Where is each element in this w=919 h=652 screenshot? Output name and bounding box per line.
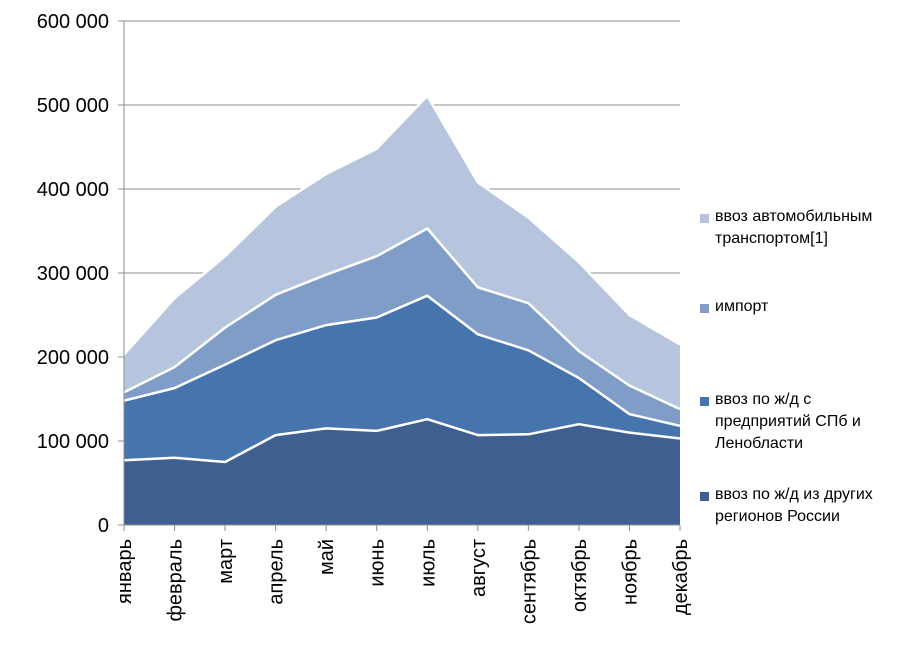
x-tick-label-7: август (468, 539, 490, 597)
legend-swatch-auto (700, 214, 709, 223)
y-tick-labels: 0 100 000 200 000 300 000 400 000 500 000 600 … (37, 11, 124, 537)
y-tick-label-4: 400 000 (37, 179, 109, 201)
x-tick-label-0: январь (114, 539, 136, 604)
legend-label-auto: ввоз автомобильным транспортом[1] (715, 208, 873, 247)
y-tick-label-3: 300 000 (37, 263, 109, 285)
x-tick-label-1: февраль (165, 539, 187, 622)
x-tick-label-6: июль (417, 539, 439, 587)
y-tick-label-2: 200 000 (37, 347, 109, 369)
y-tick-label-0: 0 (98, 515, 109, 537)
x-tick-label-3: апрель (266, 539, 288, 605)
legend-item-auto: ввоз автомобильным транспортом[1] (700, 208, 873, 250)
x-tick-label-9: октябрь (569, 539, 591, 612)
x-tick-label-4: май (316, 539, 338, 575)
series-line-2 (123, 227, 681, 411)
legend-item-import: импорт (700, 298, 769, 318)
legend-label-import: импорт (715, 298, 769, 315)
legend-label-rail-spb: ввоз по ж/д с предприятий СПб и Леноблас… (715, 391, 861, 452)
series-lines (123, 94, 681, 464)
x-tick-label-10: ноябрь (620, 539, 642, 605)
legend-label-rail-regions: ввоз по ж/д из других регионов России (715, 486, 873, 525)
series-line-1 (123, 294, 681, 428)
series-line-0 (123, 417, 681, 464)
x-tick-label-11: декабрь (670, 539, 692, 615)
y-tick-label-6: 600 000 (37, 11, 109, 33)
legend-item-rail-spb: ввоз по ж/д с предприятий СПб и Леноблас… (700, 391, 861, 455)
area-series-1 (124, 295, 680, 462)
x-tick-labels: январь февраль март апрель май июнь июль август… (114, 525, 692, 624)
area-series-3 (124, 95, 680, 410)
area-series-2 (124, 228, 680, 426)
legend-item-rail-regions: ввоз по ж/д из других регионов России (700, 486, 873, 528)
x-tick-label-5: июнь (367, 539, 389, 587)
area-series-0 (124, 419, 680, 525)
legend-swatch-rail-spb (700, 397, 709, 406)
x-tick-label-8: сентябрь (518, 539, 540, 624)
series-line-3 (123, 94, 681, 356)
areas (124, 95, 680, 525)
y-tick-label-1: 100 000 (37, 431, 109, 453)
x-tick-label-2: март (215, 539, 237, 584)
legend-swatch-rail-regions (700, 492, 709, 501)
y-tick-label-5: 500 000 (37, 95, 109, 117)
legend-swatch-import (700, 304, 709, 313)
